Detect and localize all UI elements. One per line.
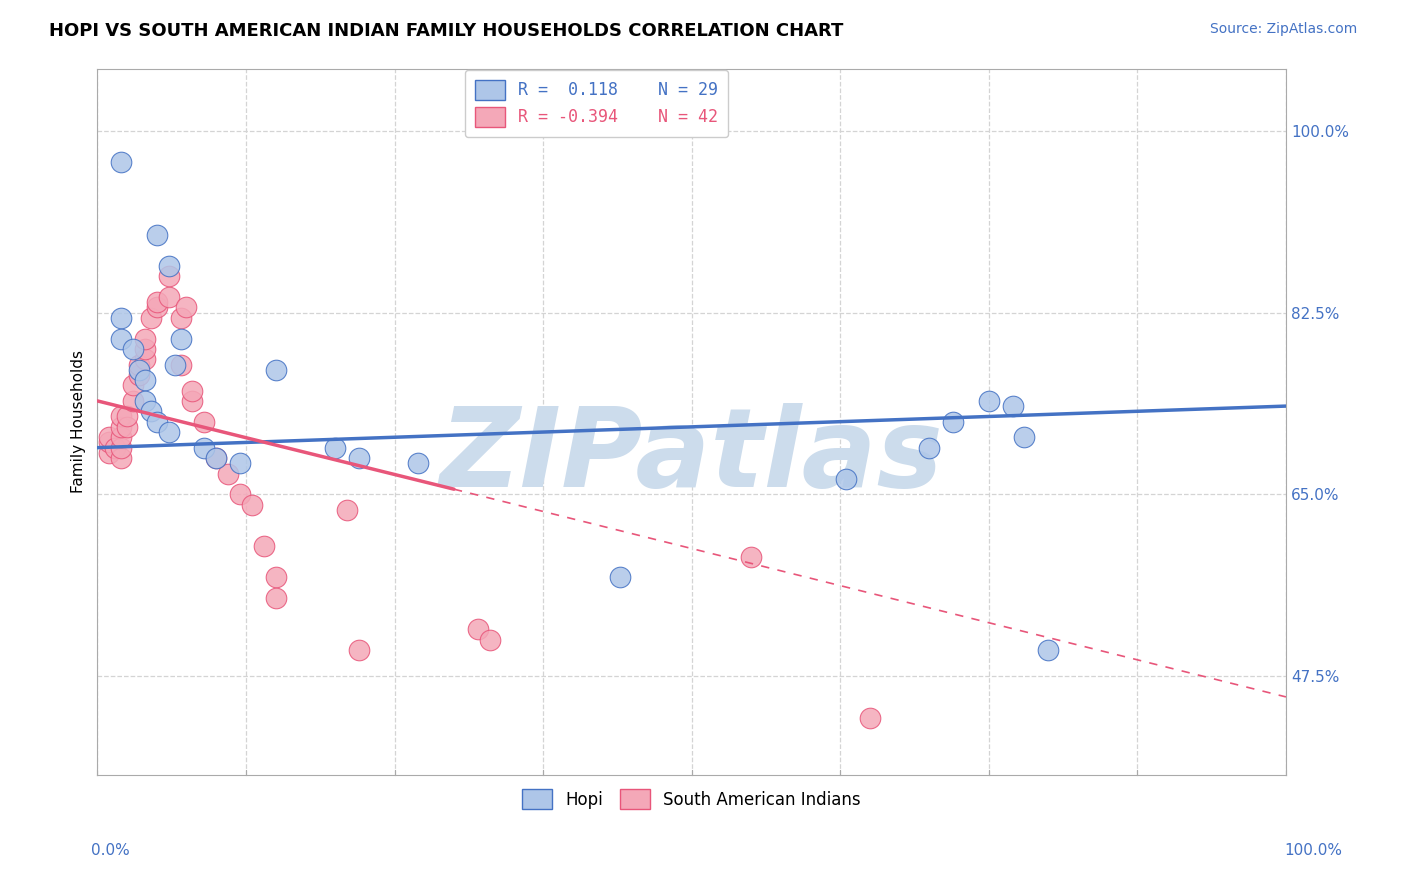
Point <box>467 623 489 637</box>
Point <box>134 352 156 367</box>
Point <box>229 456 252 470</box>
Point <box>122 342 145 356</box>
Point <box>104 441 127 455</box>
Point <box>139 310 162 325</box>
Point <box>264 362 287 376</box>
Text: Source: ZipAtlas.com: Source: ZipAtlas.com <box>1209 22 1357 37</box>
Point <box>229 487 252 501</box>
Point <box>193 441 215 455</box>
Point <box>139 404 162 418</box>
Point <box>1014 430 1036 444</box>
Point <box>98 446 121 460</box>
Point <box>176 301 198 315</box>
Point <box>157 290 180 304</box>
Point <box>128 362 150 376</box>
Point <box>98 435 121 450</box>
Point <box>134 393 156 408</box>
Point <box>134 332 156 346</box>
Point <box>942 415 965 429</box>
Text: HOPI VS SOUTH AMERICAN INDIAN FAMILY HOUSEHOLDS CORRELATION CHART: HOPI VS SOUTH AMERICAN INDIAN FAMILY HOU… <box>49 22 844 40</box>
Point <box>1038 643 1060 657</box>
Point <box>336 503 359 517</box>
Point <box>193 415 215 429</box>
Point <box>98 430 121 444</box>
Point <box>134 342 156 356</box>
Point <box>859 711 882 725</box>
Legend: Hopi, South American Indians: Hopi, South American Indians <box>516 782 868 816</box>
Point <box>157 259 180 273</box>
Point <box>146 295 169 310</box>
Point <box>146 415 169 429</box>
Point <box>122 378 145 392</box>
Point <box>181 393 204 408</box>
Point <box>240 498 263 512</box>
Point <box>347 643 370 657</box>
Point <box>205 450 228 465</box>
Point <box>134 373 156 387</box>
Point <box>110 409 132 424</box>
Point <box>253 539 276 553</box>
Point <box>181 384 204 398</box>
Point <box>918 441 941 455</box>
Point <box>110 332 132 346</box>
Point <box>740 549 762 564</box>
Point <box>110 441 132 455</box>
Point <box>110 450 132 465</box>
Point <box>146 227 169 242</box>
Point <box>205 450 228 465</box>
Point <box>163 358 186 372</box>
Point <box>323 441 346 455</box>
Point <box>122 393 145 408</box>
Point <box>977 393 1000 408</box>
Y-axis label: Family Households: Family Households <box>72 351 86 493</box>
Point <box>169 310 191 325</box>
Point <box>115 420 138 434</box>
Point <box>128 368 150 382</box>
Point <box>835 472 858 486</box>
Point <box>217 467 239 481</box>
Text: ZIPatlas: ZIPatlas <box>440 403 943 510</box>
Point <box>157 269 180 284</box>
Point <box>264 570 287 584</box>
Point <box>169 332 191 346</box>
Point <box>110 430 132 444</box>
Point <box>157 425 180 439</box>
Text: 0.0%: 0.0% <box>91 843 131 858</box>
Point <box>1001 399 1024 413</box>
Point <box>115 409 138 424</box>
Point <box>169 358 191 372</box>
Point <box>609 570 631 584</box>
Point <box>110 155 132 169</box>
Point <box>110 420 132 434</box>
Point <box>478 632 501 647</box>
Point <box>406 456 429 470</box>
Text: 100.0%: 100.0% <box>1285 843 1343 858</box>
Point <box>128 358 150 372</box>
Point <box>146 301 169 315</box>
Point <box>347 450 370 465</box>
Point <box>110 310 132 325</box>
Point <box>264 591 287 606</box>
